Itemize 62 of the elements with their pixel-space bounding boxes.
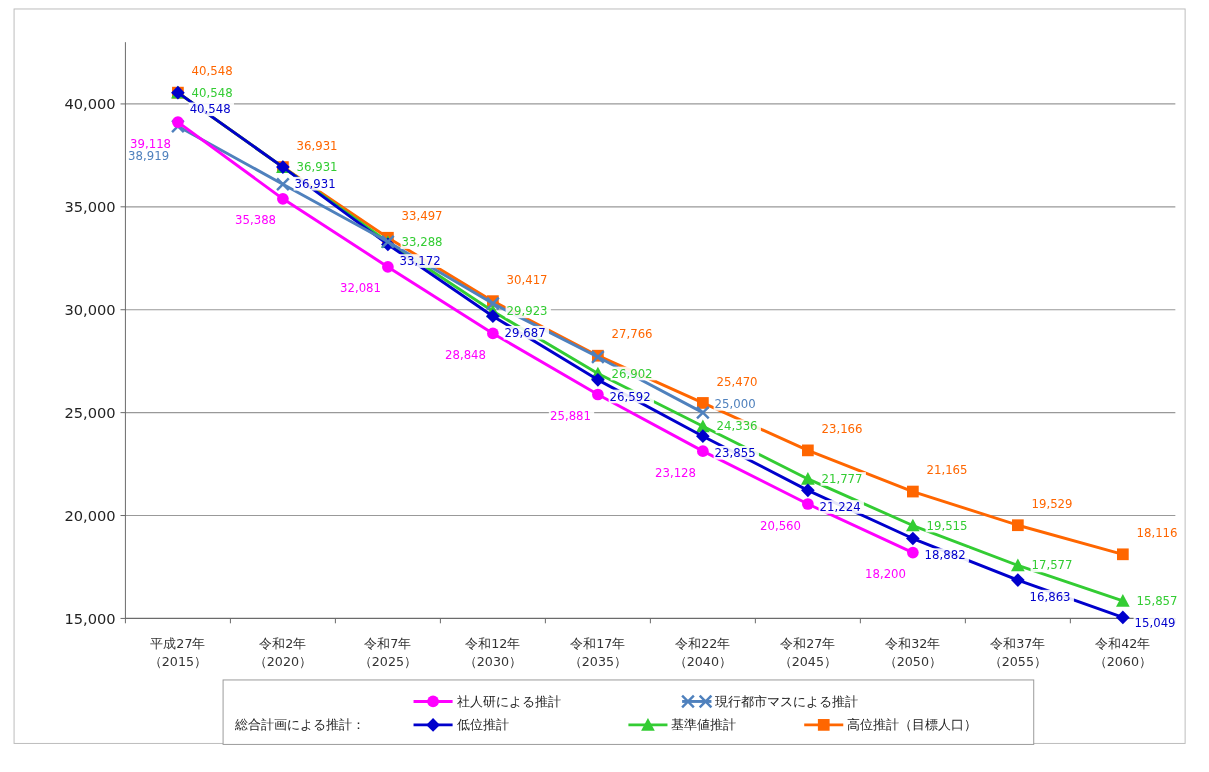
- data-label: 16,863: [1029, 589, 1071, 604]
- data-label: 40,548: [189, 102, 231, 117]
- data-label: 21,224: [819, 500, 861, 515]
- x-tick-label: 令和22年（2040）: [673, 635, 733, 670]
- x-tick-label: 令和42年（2060）: [1093, 635, 1152, 670]
- data-label: 25,470: [716, 374, 758, 389]
- data-label: 33,172: [399, 254, 441, 269]
- data-label: 19,515: [926, 518, 968, 533]
- legend-label: 高位推計（目標人口）: [847, 717, 978, 733]
- y-tick-label: 35,000: [64, 197, 116, 215]
- x-tick-label: 令和27年（2045）: [778, 635, 838, 670]
- x-tick-label: 令和32年（2050）: [883, 635, 943, 670]
- data-label: 17,577: [1031, 558, 1073, 573]
- data-label: 36,931: [296, 138, 338, 153]
- y-tick-label: 40,000: [64, 95, 116, 113]
- data-label: 36,931: [294, 176, 336, 191]
- data-label: 21,777: [821, 472, 863, 487]
- data-label: 26,902: [611, 366, 653, 381]
- x-tick-label: 令和7年（2025）: [358, 635, 418, 670]
- data-label: 32,081: [340, 281, 382, 296]
- data-label: 21,165: [926, 463, 968, 478]
- data-label: 33,497: [401, 209, 443, 224]
- x-tick-label: 令和37年（2055）: [988, 635, 1048, 670]
- legend-label: 基準値推計: [671, 717, 737, 733]
- data-label: 15,857: [1136, 593, 1178, 608]
- x-tick-label: 令和2年（2020）: [253, 635, 313, 670]
- data-label: 23,128: [655, 465, 697, 480]
- data-label: 40,548: [191, 64, 233, 79]
- data-label: 19,529: [1031, 496, 1073, 511]
- data-label: 33,288: [401, 235, 443, 250]
- data-label: 26,592: [609, 389, 651, 404]
- y-tick-label: 30,000: [64, 300, 116, 318]
- data-label: 24,336: [716, 419, 758, 434]
- legend-label: 低位推計: [456, 717, 509, 733]
- data-label: 20,560: [760, 518, 802, 533]
- data-label: 30,417: [506, 272, 548, 287]
- data-label: 39,118: [130, 136, 172, 151]
- data-label: 28,848: [445, 348, 487, 363]
- data-label: 18,882: [924, 548, 966, 563]
- data-label: 38,919: [128, 148, 170, 163]
- x-tick-label: 令和12年（2030）: [463, 635, 523, 670]
- data-label: 18,116: [1136, 525, 1178, 540]
- data-label: 27,766: [611, 327, 653, 342]
- data-label: 35,388: [235, 213, 277, 228]
- data-label: 18,200: [865, 567, 907, 582]
- data-label: 23,166: [821, 421, 863, 436]
- y-tick-label: 25,000: [64, 403, 116, 421]
- data-label: 25,000: [714, 396, 756, 411]
- legend-label: 現行都市マスによる推計: [715, 693, 859, 709]
- legend-title: 総合計画による推計：: [233, 717, 365, 733]
- x-tick-label: 平成27年（2015）: [148, 635, 208, 670]
- x-tick-label: 令和17年（2035）: [568, 635, 628, 670]
- data-label: 25,881: [550, 409, 592, 424]
- data-label: 36,931: [296, 160, 338, 175]
- data-label: 15,049: [1134, 616, 1176, 631]
- data-label: 23,855: [714, 445, 756, 460]
- data-label: 29,687: [504, 325, 546, 340]
- y-tick-label: 15,000: [64, 609, 116, 627]
- data-label: 29,923: [506, 304, 548, 319]
- y-tick-label: 20,000: [64, 506, 116, 524]
- data-label: 40,548: [191, 85, 233, 100]
- legend-label: 社人研による推計: [456, 693, 561, 709]
